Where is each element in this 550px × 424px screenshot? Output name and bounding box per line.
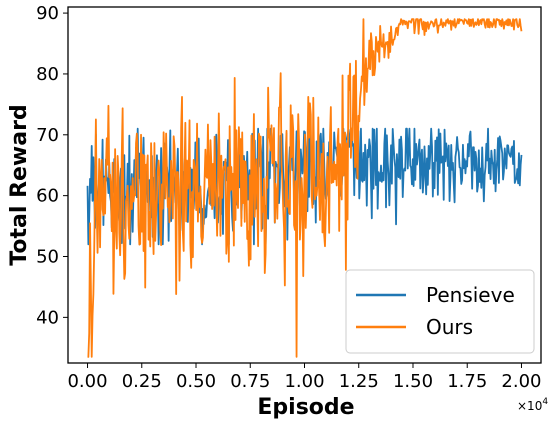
x-tick-label: 0.75 [230,371,270,392]
y-tick-label: 90 [36,3,59,24]
x-axis-ticks: 0.00 0.25 0.50 0.75 1.00 1.25 1.50 1.75 2.00 [67,363,542,392]
y-axis-ticks: 40 50 60 70 80 90 [36,3,68,328]
y-tick-label: 50 [36,247,59,268]
x-tick-label: 0.25 [122,371,162,392]
y-tick-label: 80 [36,64,59,85]
plot-series-group [86,18,523,358]
x-tick-label: 0.00 [67,371,107,392]
y-tick-label: 70 [36,125,59,146]
legend: Pensieve Ours [345,269,535,354]
x-tick-label: 0.50 [176,371,216,392]
x-tick-label: 1.25 [339,371,379,392]
x-tick-label: 2.00 [501,371,541,392]
plot-frame [67,6,542,364]
legend-label-pensieve: Pensieve [426,283,515,307]
x-tick-label: 1.50 [393,371,433,392]
y-axis-title: Total Reward [7,104,32,265]
y-tick-label: 40 [36,307,59,328]
x-axis-multiplier: ×104 [517,397,548,413]
x-axis-title: Episode [257,395,354,420]
series-line-ours [87,18,523,358]
legend-box [345,269,535,354]
x-multiplier-exponent: 4 [542,397,548,407]
x-tick-label: 1.75 [447,371,487,392]
x-tick-label: 1.00 [284,371,324,392]
x-multiplier-base: ×10 [517,399,542,413]
y-tick-label: 60 [36,186,59,207]
legend-label-ours: Ours [426,315,473,339]
